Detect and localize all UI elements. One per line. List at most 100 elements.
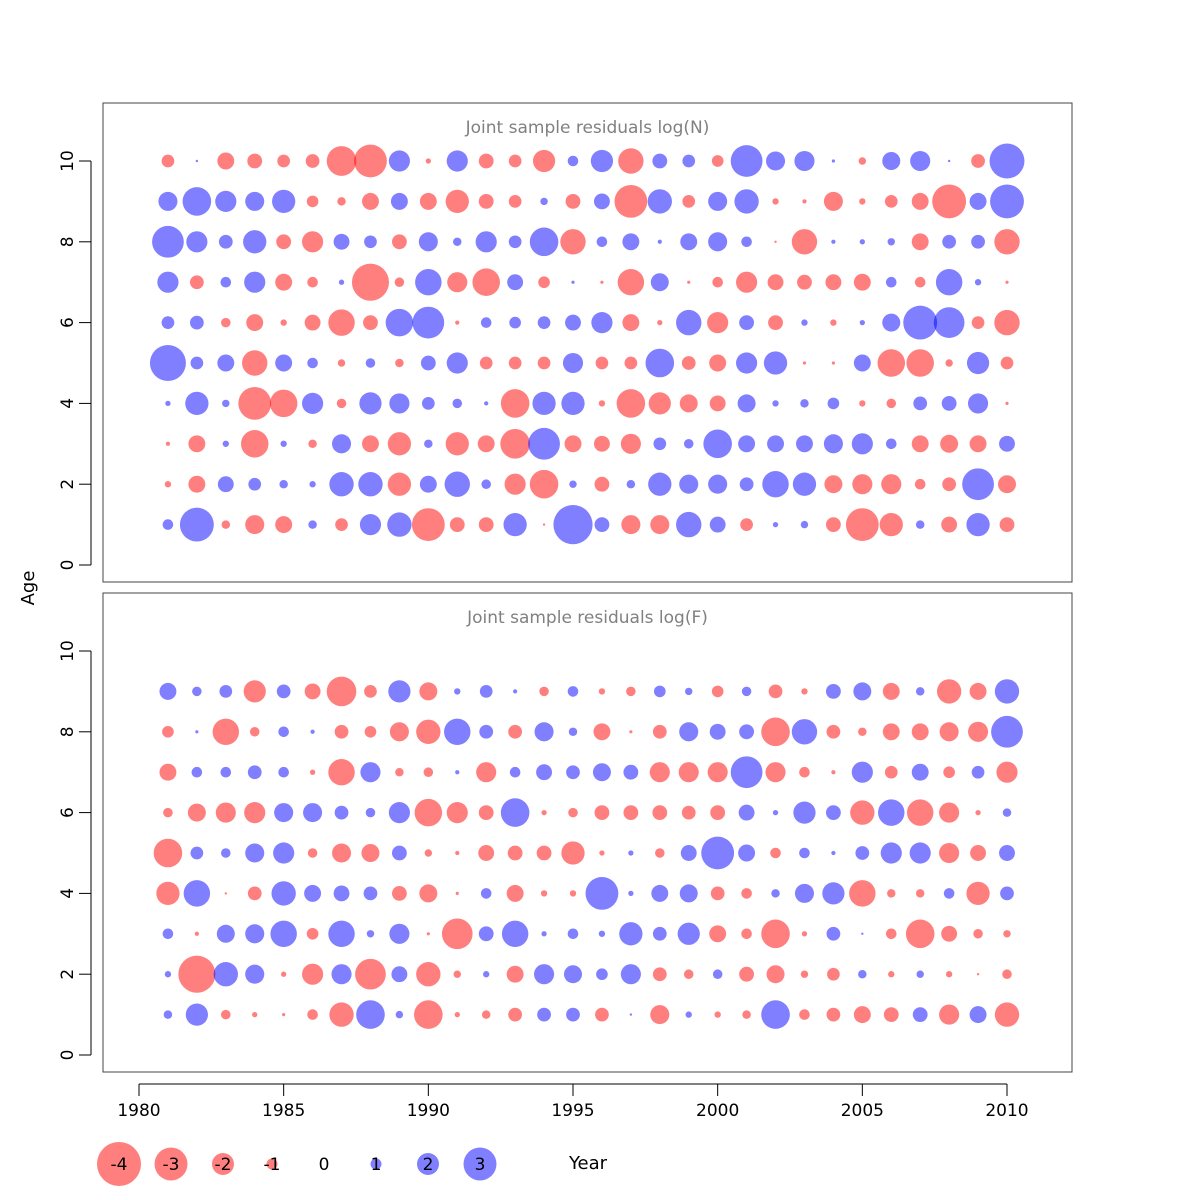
bubble bbox=[449, 517, 465, 533]
bubble bbox=[536, 845, 552, 861]
bubble bbox=[477, 435, 495, 453]
bubble bbox=[359, 392, 382, 415]
bubble bbox=[831, 159, 835, 163]
bubble bbox=[389, 923, 410, 944]
bubble bbox=[478, 805, 494, 821]
bubble bbox=[187, 803, 206, 822]
bubble bbox=[508, 154, 522, 168]
bubble bbox=[359, 514, 382, 536]
bubble bbox=[309, 769, 316, 775]
bubble bbox=[989, 143, 1025, 179]
legend-bubble bbox=[212, 1153, 234, 1175]
y-tick-label: 4 bbox=[58, 888, 78, 899]
bubble bbox=[507, 274, 524, 291]
bubble bbox=[185, 391, 209, 416]
bubble bbox=[475, 231, 497, 253]
bubble bbox=[939, 722, 959, 742]
bubble bbox=[245, 191, 265, 211]
bubble bbox=[966, 512, 990, 537]
bubble bbox=[940, 434, 959, 453]
bubble bbox=[414, 798, 443, 827]
bubble bbox=[479, 724, 494, 739]
bubble bbox=[387, 432, 412, 456]
bubble bbox=[884, 765, 898, 779]
bubble bbox=[999, 517, 1015, 533]
bubble bbox=[676, 511, 702, 538]
bubble bbox=[888, 971, 895, 978]
bubble bbox=[394, 277, 405, 287]
bubble bbox=[358, 472, 383, 497]
bubble bbox=[222, 399, 230, 408]
bubble bbox=[221, 520, 231, 529]
bubble bbox=[305, 154, 320, 168]
bubble bbox=[538, 276, 550, 289]
bubble bbox=[845, 508, 879, 542]
bubble bbox=[859, 239, 865, 245]
y-tick-label: 4 bbox=[58, 398, 78, 409]
y-tick-label: 2 bbox=[58, 479, 78, 490]
legend-bubble bbox=[97, 1142, 141, 1186]
panel-1: Joint sample residuals log(N) 0 2 4 6 8 10 bbox=[58, 102, 1073, 583]
bubble bbox=[472, 268, 500, 296]
bubble bbox=[326, 146, 357, 176]
bubble bbox=[455, 850, 460, 856]
bubble bbox=[976, 973, 980, 976]
bubble bbox=[710, 886, 725, 901]
bubble bbox=[247, 886, 262, 901]
bubble bbox=[444, 718, 471, 746]
legend-label: -4 bbox=[111, 1155, 128, 1175]
bubble bbox=[508, 235, 522, 249]
bubble bbox=[426, 932, 430, 936]
bubble bbox=[652, 153, 668, 169]
bubble bbox=[996, 761, 1018, 783]
x-tick-label: 2005 bbox=[841, 1101, 884, 1121]
bubble bbox=[480, 317, 492, 328]
bubble bbox=[825, 683, 841, 699]
bubble bbox=[682, 154, 696, 168]
bubble bbox=[419, 475, 437, 493]
bubble bbox=[709, 395, 726, 412]
bubble bbox=[165, 441, 171, 446]
bubble bbox=[281, 971, 287, 977]
bubble bbox=[212, 718, 240, 746]
bubble bbox=[767, 435, 785, 453]
bubble bbox=[909, 842, 931, 864]
bubble bbox=[391, 885, 407, 901]
bubble bbox=[277, 154, 291, 168]
bubble bbox=[416, 719, 441, 744]
bubble bbox=[363, 886, 378, 901]
bubble bbox=[911, 723, 929, 741]
bubble bbox=[620, 964, 641, 985]
bubble bbox=[709, 516, 726, 533]
bubble bbox=[971, 316, 985, 329]
bubble bbox=[364, 685, 377, 698]
bubble bbox=[853, 354, 871, 372]
bubble bbox=[242, 350, 268, 376]
bubble bbox=[885, 276, 897, 288]
x-tick-label: 2010 bbox=[985, 1101, 1028, 1121]
bubble bbox=[185, 1003, 208, 1026]
bubble bbox=[361, 844, 380, 862]
bubble bbox=[455, 770, 460, 775]
bubble bbox=[388, 802, 410, 824]
bubble bbox=[853, 1006, 871, 1024]
bubble bbox=[191, 766, 203, 778]
bubble bbox=[446, 150, 468, 172]
bubble bbox=[708, 191, 728, 211]
bubble bbox=[730, 145, 763, 177]
bubble bbox=[282, 1013, 286, 1017]
bubble bbox=[680, 845, 697, 861]
bubble bbox=[969, 192, 987, 210]
bubble bbox=[652, 724, 667, 739]
bubble bbox=[513, 689, 518, 694]
bubble bbox=[189, 315, 204, 330]
bubble bbox=[307, 1009, 318, 1020]
bubble bbox=[739, 315, 755, 331]
bubble bbox=[626, 479, 636, 489]
bubble bbox=[424, 849, 433, 857]
bubble bbox=[657, 319, 663, 326]
bubble bbox=[275, 354, 293, 372]
bubble bbox=[568, 727, 578, 737]
bubble bbox=[859, 319, 865, 326]
bubble bbox=[913, 396, 928, 411]
